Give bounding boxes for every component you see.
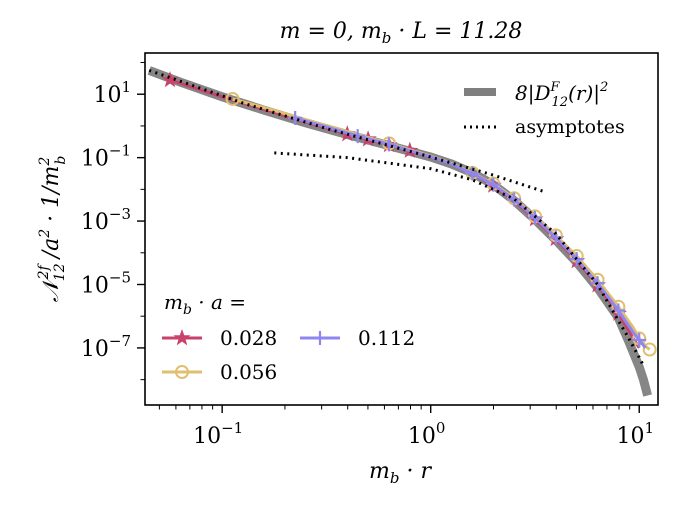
legend-label-0.056: 0.056	[220, 360, 277, 384]
y-tick-label: 10−5	[81, 268, 131, 298]
series-marker-0.056-11	[642, 342, 657, 357]
legend-asymptotes-label: asymptotes	[515, 116, 625, 138]
series-marker-0.112-0	[288, 111, 303, 126]
x-axis-label: mb · r	[369, 459, 432, 487]
series-marker-0.112-2	[381, 137, 396, 152]
series-marker-0.112-4	[486, 177, 501, 192]
y-tick-label: 101	[93, 78, 131, 108]
legend-bottom-left: mb · a = 0.028 0.056 0.112	[162, 290, 415, 384]
series-line-0.112	[294, 116, 647, 349]
series-marker-0.112-5	[507, 192, 522, 207]
legend-marker-0.112	[313, 331, 327, 345]
legend-label-0.028: 0.028	[220, 326, 277, 350]
chart-title: m = 0, mb · L = 11.28	[280, 19, 523, 47]
legend-label-0.112: 0.112	[358, 326, 415, 350]
y-axis-label: 𝒩122f /a2 · 1/m2b	[36, 156, 69, 303]
series-marker-0.112-1	[350, 129, 365, 144]
series-marker-0.112-3	[465, 166, 480, 181]
series-marker-0.056-0	[225, 91, 240, 106]
series-marker-0.028-0	[161, 70, 179, 88]
legend-title: mb · a =	[164, 290, 246, 318]
y-tick-label: 10−1	[81, 142, 131, 172]
y-tick-label: 10−7	[81, 332, 131, 362]
x-tick-label: 10−1	[193, 419, 243, 449]
asymptote-line-1	[274, 151, 645, 367]
x-tick-label: 100	[408, 419, 446, 449]
legend-marker-0.028	[173, 328, 191, 346]
plot-frame	[144, 52, 659, 406]
y-tick-label: 10−3	[81, 205, 131, 235]
legend-marker-0.056	[175, 365, 189, 379]
x-tick-label: 101	[616, 419, 654, 449]
series-marker-0.112-11	[632, 332, 647, 347]
legend-reference-label: 8|DF 12(r)|2	[515, 80, 608, 110]
legend-top-right: 8|DF 12(r)|2 asymptotes	[464, 80, 625, 138]
asymptote-line-0	[148, 68, 544, 193]
